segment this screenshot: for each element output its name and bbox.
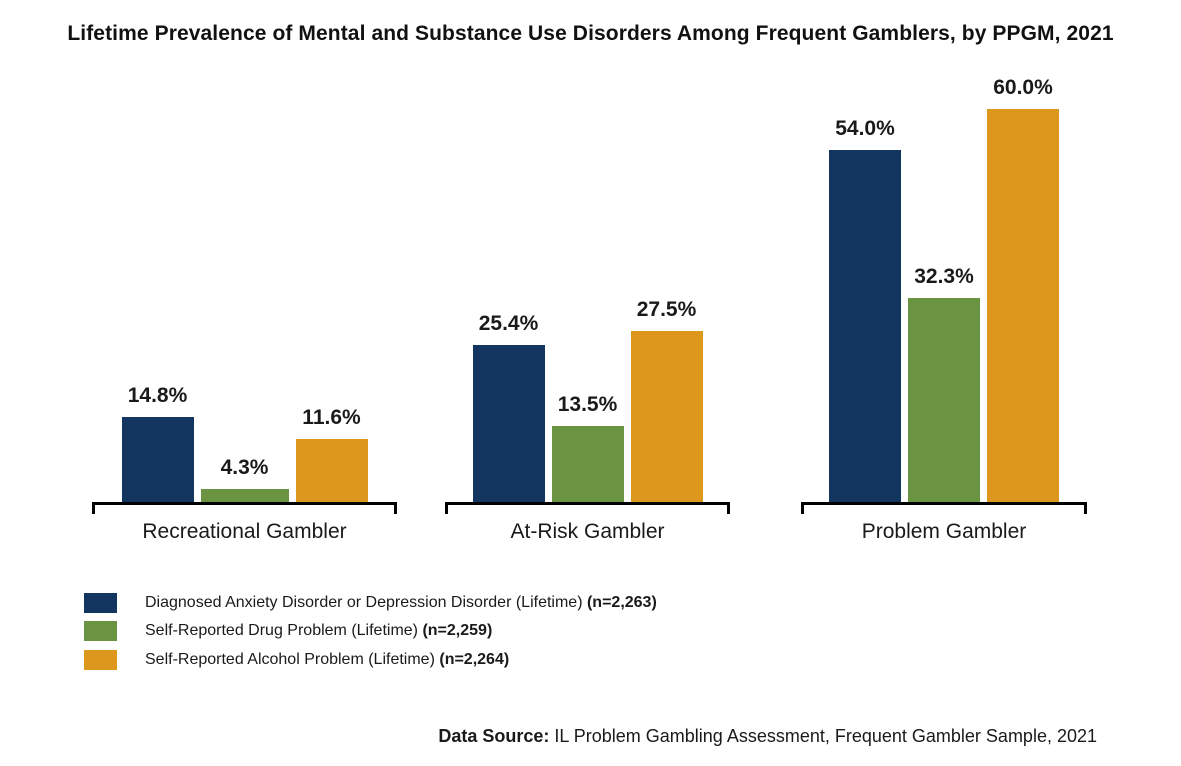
chart-legend: Diagnosed Anxiety Disorder or Depression…	[84, 592, 657, 678]
data-source: Data Source: IL Problem Gambling Assessm…	[438, 726, 1097, 747]
bar: 54.0%	[829, 117, 901, 503]
legend-swatch	[84, 621, 117, 641]
bar-group: 14.8% 4.3% 11.6%	[92, 0, 397, 503]
bar-value-label: 54.0%	[835, 117, 895, 140]
bar-value-label: 14.8%	[127, 384, 188, 408]
bar-value-label: 11.6%	[302, 406, 361, 430]
legend-series-name: Self-Reported Drug Problem (Lifetime)	[145, 622, 418, 639]
category-axis-bracket	[445, 502, 730, 514]
legend-label: Diagnosed Anxiety Disorder or Depression…	[145, 594, 657, 612]
legend-swatch	[84, 592, 117, 613]
bar: 27.5%	[630, 298, 703, 503]
legend-item: Self-Reported Alcohol Problem (Lifetime)…	[84, 649, 657, 670]
legend-item: Diagnosed Anxiety Disorder or Depression…	[84, 592, 657, 613]
bar-value-label: 27.5%	[636, 297, 697, 321]
legend-swatch	[84, 649, 117, 670]
bar-value-label: 25.4%	[478, 312, 539, 336]
bar: 25.4%	[472, 312, 545, 503]
bar: 11.6%	[295, 406, 368, 503]
data-source-text: IL Problem Gambling Assessment, Frequent…	[549, 726, 1097, 746]
category-label: Problem Gambler	[861, 520, 1027, 543]
legend-item: Self-Reported Drug Problem (Lifetime) (n…	[84, 621, 657, 642]
chart-title: Lifetime Prevalence of Mental and Substa…	[67, 22, 1114, 45]
bar: 13.5%	[551, 393, 624, 503]
bar: 14.8%	[121, 384, 194, 503]
bar-value-label: 4.3%	[220, 456, 269, 479]
bar: 60.0%	[987, 76, 1059, 503]
data-source-label: Data Source:	[438, 726, 550, 746]
legend-series-name: Diagnosed Anxiety Disorder or Depression…	[145, 593, 583, 611]
bar: 32.3%	[908, 265, 980, 503]
category-label: Recreational Gambler	[142, 520, 347, 543]
category-label: At-Risk Gambler	[510, 520, 665, 543]
legend-series-n: (n=2,264)	[439, 650, 510, 668]
category-axis-bracket	[92, 502, 397, 514]
category-axis-bracket	[801, 502, 1087, 514]
bar-value-label: 32.3%	[914, 265, 974, 288]
legend-series-name: Self-Reported Alcohol Problem (Lifetime)	[145, 650, 435, 668]
bar: 4.3%	[200, 456, 289, 503]
bar-group: 54.0% 32.3% 60.0%	[801, 0, 1087, 503]
bar-value-label: 13.5%	[557, 393, 618, 417]
bar-value-label: 60.0%	[993, 76, 1053, 100]
legend-series-n: (n=2,259)	[422, 622, 493, 639]
legend-label: Self-Reported Alcohol Problem (Lifetime)…	[145, 651, 509, 669]
legend-series-n: (n=2,263)	[586, 593, 657, 611]
legend-label: Self-Reported Drug Problem (Lifetime) (n…	[145, 622, 492, 640]
bar-group: 25.4% 13.5% 27.5%	[445, 0, 730, 503]
